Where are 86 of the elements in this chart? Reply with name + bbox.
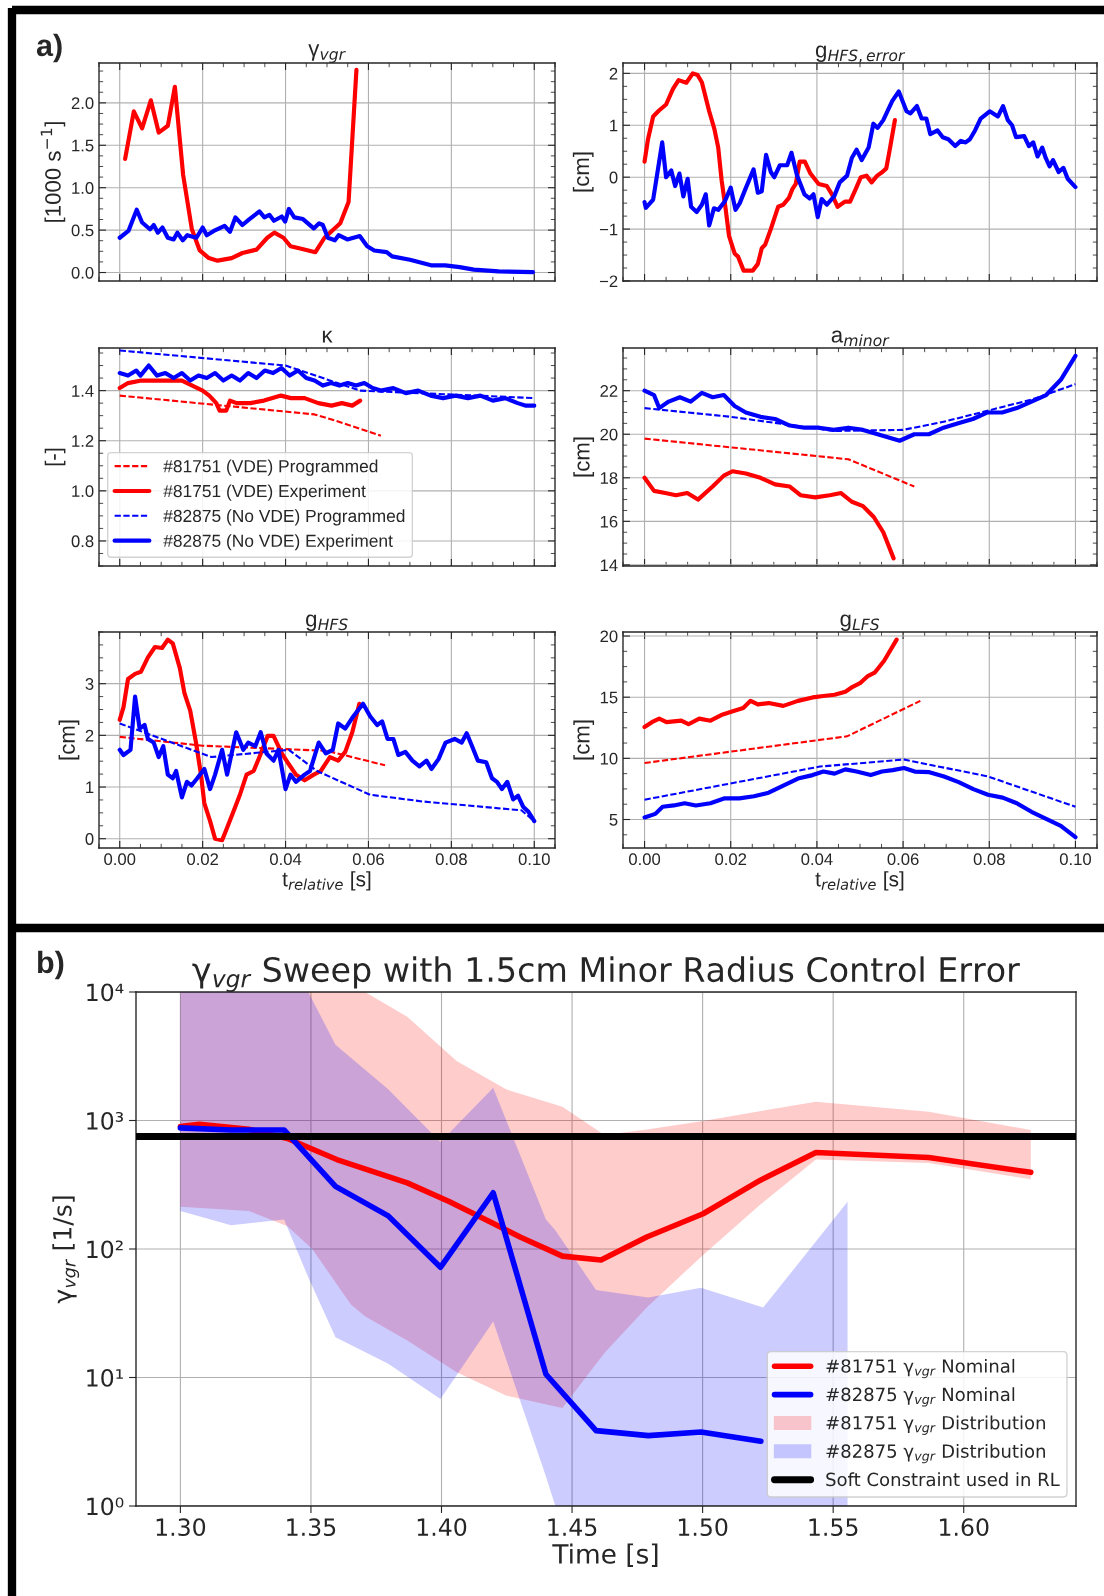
y-tick-label: 20 [600,428,618,441]
chart-title: g$_{HFS}$ [306,614,348,631]
y-tick-label: 0.5 [71,224,94,237]
y-tick-label: 10² [87,1240,123,1259]
y-tick-label: 1.5 [72,139,94,152]
legend-label: #81751 (VDE) Programmed [163,459,378,476]
x-tick-label: 1.50 [678,1518,728,1537]
x-axis-title: t$_{relative}$ [s] [815,871,904,891]
legend-label: #81751 γ$_{vgr}$ Distribution [826,1415,1045,1435]
x-tick-label: 0.06 [352,853,384,866]
x-tick-label: 0.02 [187,853,219,866]
y-tick-label: 5 [609,814,618,826]
y-axis-title: [cm] [572,152,594,192]
y-tick-label: 16 [600,515,618,528]
y-axis-title: [cm] [58,720,80,760]
x-tick-label: 0.06 [887,853,919,866]
y-axis-title: [1000 s$^{−1}$] [40,122,66,222]
legend-label: #81751 γ$_{vgr}$ Nominal [826,1358,1015,1379]
y-tick-label: −1 [599,223,618,236]
line-series [117,206,536,275]
x-axis-title: Time [s] [552,1543,658,1567]
y-tick-label: 22 [600,385,618,397]
x-tick-label: 0.08 [435,853,467,866]
x-tick-label: 1.30 [156,1518,206,1537]
y-tick-label: 1 [610,119,618,132]
y-tick-label: 1.0 [72,182,94,194]
line-series [642,637,899,730]
y-tick-label: 10⁴ [87,983,124,1002]
chart-title: γ$_{vgr}$ [308,44,346,63]
y-tick-label: −2 [599,275,618,288]
y-tick-label: 14 [600,559,618,571]
y-tick-label: 10¹ [87,1368,123,1387]
x-tick-label: 1.60 [940,1518,989,1537]
y-tick-label: 10³ [87,1111,123,1130]
line-series [123,67,359,263]
chart-title: γ$_{vgr}$ Sweep with 1.5cm Minor Radius Control Error [192,956,1020,992]
y-tick-label: 0.8 [71,535,94,548]
text: b) [38,950,64,980]
x-tick-label: 0.10 [518,853,550,866]
y-tick-label: 0 [609,171,618,184]
chart-title: g$_{HFS,error}$ [815,45,906,63]
x-tick-label: 0.00 [104,853,136,866]
y-tick-label: 2.0 [71,97,94,110]
y-axis-title: [cm] [573,437,595,477]
y-tick-label: 1.0 [72,485,94,498]
line-series [642,71,897,273]
legend-label: #82875 (No VDE) Programmed [163,509,405,526]
y-tick-label: 0.0 [71,266,94,279]
y-axis-title: [-] [44,448,66,466]
x-tick-label: 1.55 [809,1518,858,1537]
x-tick-label: 0.10 [1059,853,1092,866]
y-tick-label: 20 [600,630,618,643]
x-tick-label: 0.08 [973,853,1005,866]
y-tick-label: 18 [600,472,618,484]
y-tick-label: 15 [600,691,618,704]
y-tick-label: 2 [85,729,94,742]
chart-title: g$_{LFS}$ [840,614,880,631]
y-tick-label: 3 [85,678,94,690]
x-tick-label: 1.45 [548,1518,597,1537]
x-tick-label: 0.04 [801,853,833,866]
chart-title: κ [322,330,333,343]
x-axis-title: t$_{relative}$ [s] [282,871,371,891]
legend-label: #82875 γ$_{vgr}$ Distribution [826,1443,1045,1464]
line-series [642,353,1078,443]
y-tick-label: 0 [85,833,94,845]
y-axis-title: γ$_{vgr}$ [1/s] [52,1196,80,1304]
line-series [642,469,896,561]
x-tick-label: 0.02 [715,853,747,866]
legend-label: #81751 (VDE) Experiment [163,484,366,501]
x-tick-label: 0.04 [269,853,302,866]
y-axis-title: [cm] [573,720,595,760]
y-tick-label: 10 [600,752,618,765]
y-tick-label: 1 [86,781,94,794]
line-series [642,89,1078,228]
x-tick-label: 0.00 [628,853,661,866]
x-tick-label: 1.40 [417,1518,467,1537]
legend-label: #82875 γ$_{vgr}$ Nominal [826,1387,1015,1407]
x-tick-label: 1.35 [287,1518,336,1537]
y-tick-label: 1.4 [72,385,94,397]
legend-label: Soft Constraint used in RL [826,1472,1060,1487]
y-tick-label: 1.2 [72,435,94,447]
chart-title: a$_{minor}$ [831,330,890,347]
y-tick-label: 2 [609,67,618,80]
text: a) [36,33,62,63]
y-tick-label: 10⁰ [87,1497,124,1516]
legend-label: #82875 (No VDE) Experiment [163,534,393,551]
